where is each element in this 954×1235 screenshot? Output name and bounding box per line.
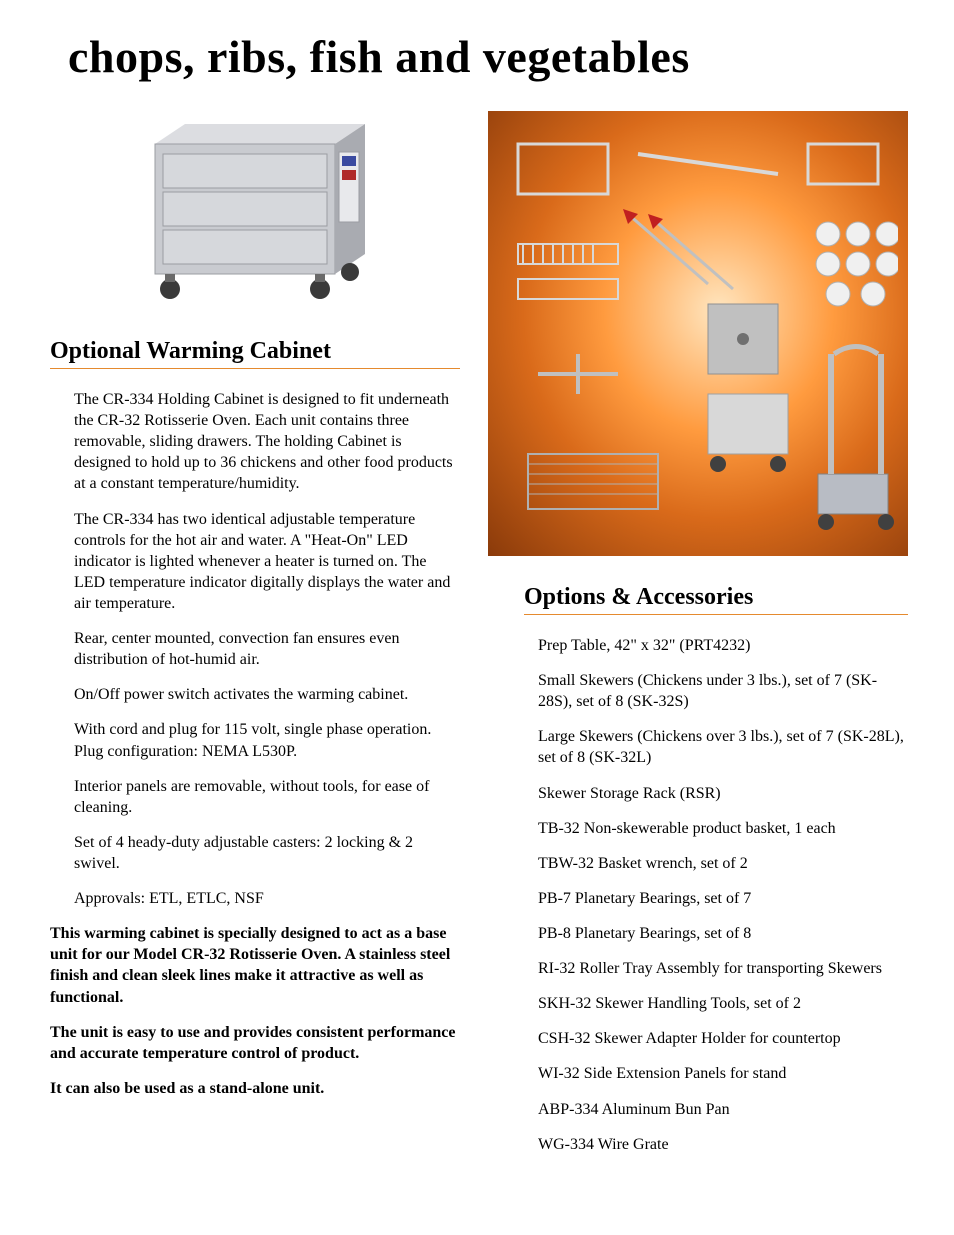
accessory-item: Small Skewers (Chickens under 3 lbs.), s… bbox=[538, 670, 908, 712]
body-paragraph: Set of 4 heady-duty adjustable casters: … bbox=[74, 832, 460, 874]
body-paragraph: On/Off power switch activates the warmin… bbox=[74, 684, 460, 705]
bold-paragraph: This warming cabinet is specially design… bbox=[50, 923, 460, 1007]
accessory-item: CSH-32 Skewer Adapter Holder for counter… bbox=[538, 1028, 908, 1049]
body-paragraph: With cord and plug for 115 volt, single … bbox=[74, 719, 460, 761]
columns-container: Optional Warming Cabinet The CR-334 Hold… bbox=[50, 111, 904, 1169]
body-paragraph: Rear, center mounted, convection fan ens… bbox=[74, 628, 460, 670]
accessory-item: Skewer Storage Rack (RSR) bbox=[538, 783, 908, 804]
accessory-item: Large Skewers (Chickens over 3 lbs.), se… bbox=[538, 726, 908, 768]
accessory-item: RI-32 Roller Tray Assembly for transport… bbox=[538, 958, 908, 979]
accessories-heading: Options & Accessories bbox=[524, 584, 908, 615]
cabinet-icon bbox=[125, 114, 385, 314]
accessories-collage-image bbox=[488, 111, 908, 556]
page-title: chops, ribs, fish and vegetables bbox=[68, 30, 904, 83]
accessory-item: TBW-32 Basket wrench, set of 2 bbox=[538, 853, 908, 874]
warming-cabinet-bold-body: This warming cabinet is specially design… bbox=[50, 923, 460, 1099]
accessory-item: PB-7 Planetary Bearings, set of 7 bbox=[538, 888, 908, 909]
accessory-item: PB-8 Planetary Bearings, set of 8 bbox=[538, 923, 908, 944]
warming-cabinet-image bbox=[115, 111, 395, 316]
warming-cabinet-body: The CR-334 Holding Cabinet is designed t… bbox=[74, 389, 460, 909]
bold-paragraph: The unit is easy to use and provides con… bbox=[50, 1022, 460, 1064]
body-paragraph: Interior panels are removable, without t… bbox=[74, 776, 460, 818]
warming-cabinet-heading: Optional Warming Cabinet bbox=[50, 338, 460, 369]
right-column: Options & Accessories Prep Table, 42" x … bbox=[488, 111, 908, 1169]
accessories-list: Prep Table, 42" x 32" (PRT4232) Small Sk… bbox=[538, 635, 908, 1155]
body-paragraph: The CR-334 has two identical adjustable … bbox=[74, 509, 460, 615]
accessory-item: Prep Table, 42" x 32" (PRT4232) bbox=[538, 635, 908, 656]
accessory-item: WI-32 Side Extension Panels for stand bbox=[538, 1063, 908, 1084]
body-paragraph: The CR-334 Holding Cabinet is designed t… bbox=[74, 389, 460, 495]
accessory-item: TB-32 Non-skewerable product basket, 1 e… bbox=[538, 818, 908, 839]
accessory-item: ABP-334 Aluminum Bun Pan bbox=[538, 1099, 908, 1120]
accessories-icon bbox=[498, 124, 898, 544]
bold-paragraph: It can also be used as a stand-alone uni… bbox=[50, 1078, 460, 1099]
body-paragraph: Approvals: ETL, ETLC, NSF bbox=[74, 888, 460, 909]
left-column: Optional Warming Cabinet The CR-334 Hold… bbox=[50, 111, 460, 1169]
accessory-item: WG-334 Wire Grate bbox=[538, 1134, 908, 1155]
accessory-item: SKH-32 Skewer Handling Tools, set of 2 bbox=[538, 993, 908, 1014]
